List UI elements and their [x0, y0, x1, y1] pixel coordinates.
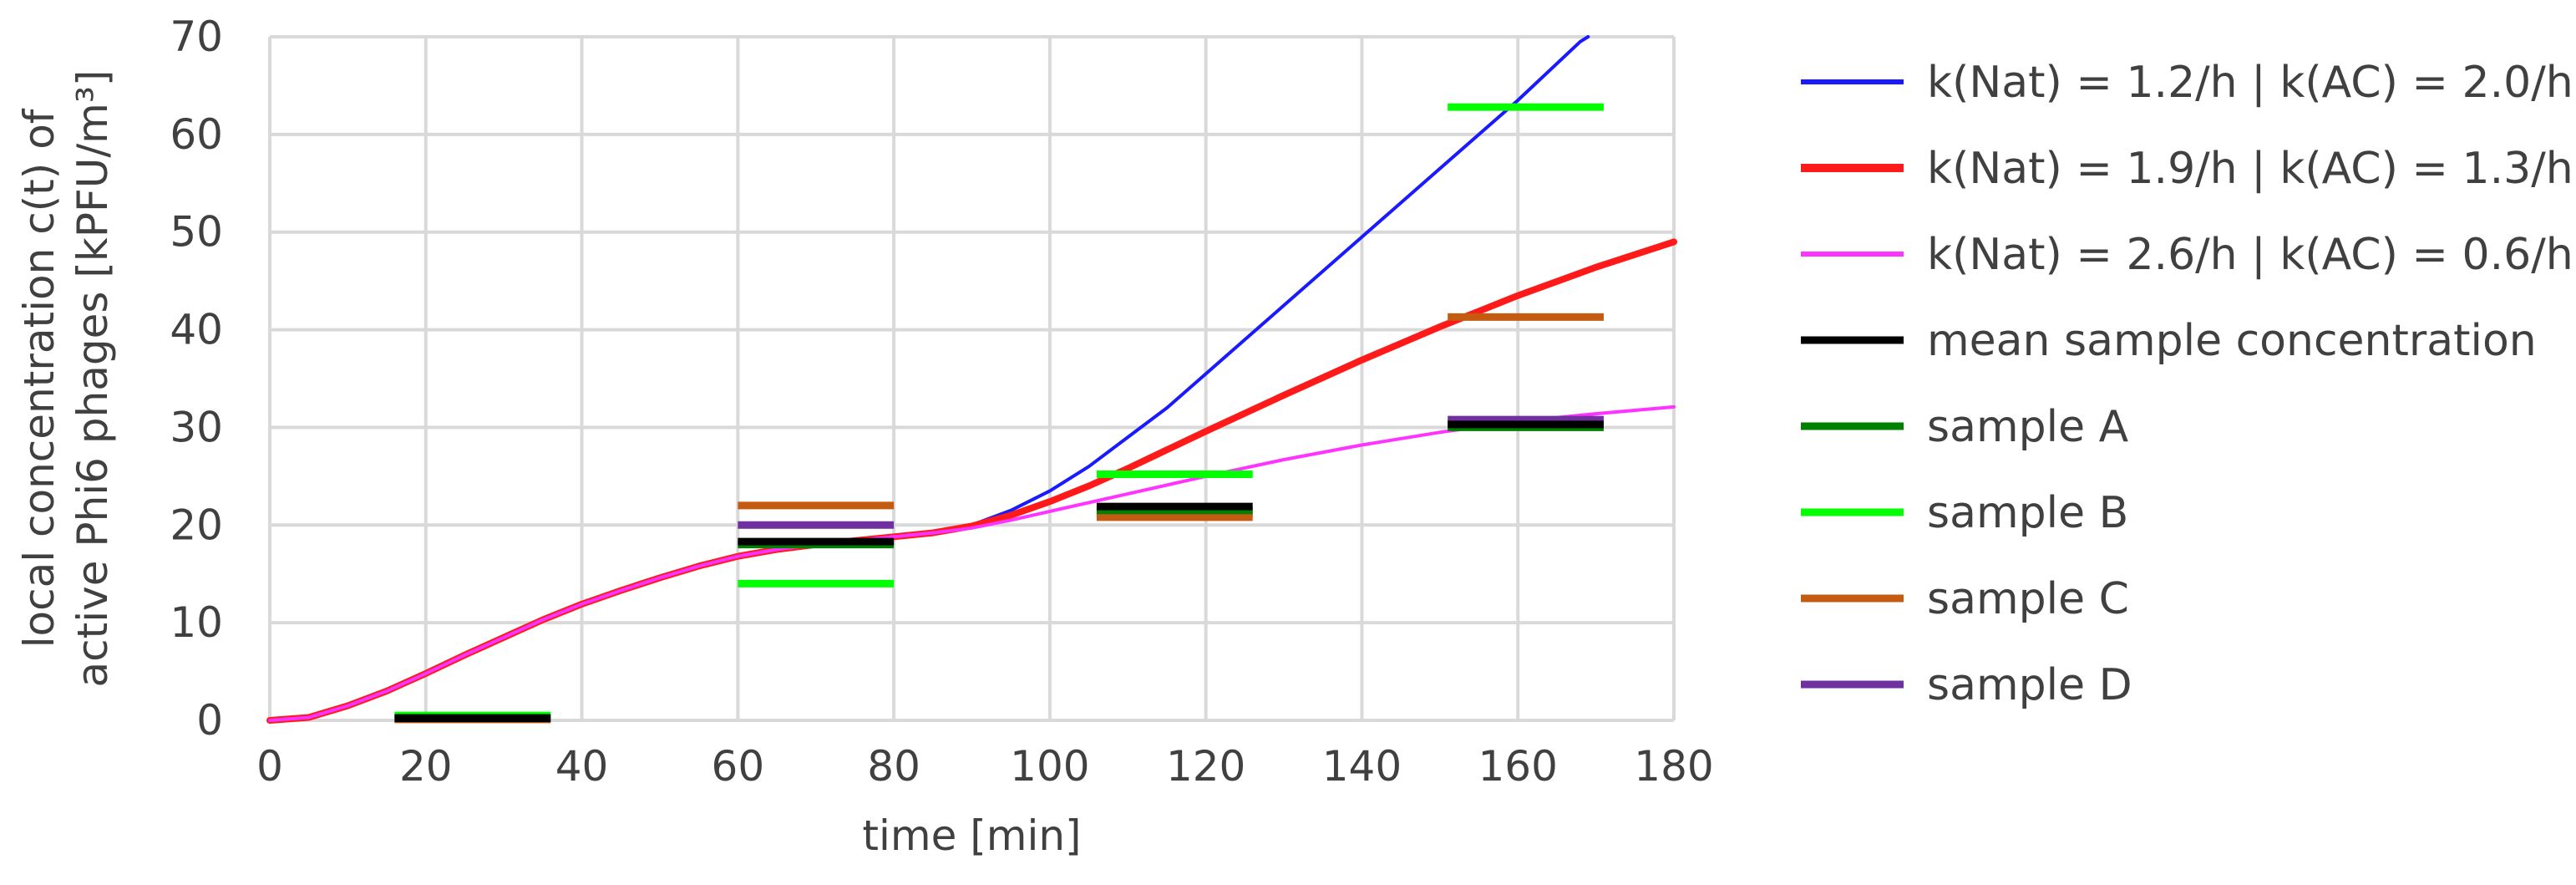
legend-label: k(Nat) = 1.2/h | k(AC) = 2.0/h — [1927, 58, 2573, 108]
series-line — [268, 35, 1590, 722]
legend-label: mean sample concentration — [1927, 316, 2537, 366]
legend-label: sample D — [1927, 660, 2132, 710]
legend-label: k(Nat) = 2.6/h | k(AC) = 0.6/h — [1927, 230, 2573, 280]
x-tick-label: 60 — [712, 742, 765, 791]
x-tick-label: 20 — [399, 742, 453, 791]
y-tick-label: 60 — [170, 110, 223, 159]
grid — [268, 35, 1676, 722]
x-tick-label: 0 — [256, 742, 283, 791]
y-tick-label: 40 — [170, 306, 223, 354]
y-tick-label: 50 — [170, 208, 223, 257]
y-tick-label: 70 — [170, 13, 223, 61]
y-axis-title: local concentration c(t) of active Phi6 … — [15, 70, 117, 688]
plot-area — [266, 35, 1677, 724]
x-tick-label: 140 — [1322, 742, 1402, 791]
legend-label: k(Nat) = 1.9/h | k(AC) = 1.3/h — [1927, 144, 2573, 194]
x-tick-label: 80 — [867, 742, 920, 791]
y-axis-title-line-1: local concentration c(t) of — [15, 108, 63, 648]
y-tick-label: 20 — [170, 501, 223, 549]
series-line — [268, 404, 1676, 722]
axis-ticks: 0 20 40 60 80 100 120 140 160 180 0 10 20 30 40 50 60 70 — [170, 13, 1713, 791]
x-tick-label: 180 — [1634, 742, 1713, 791]
x-tick-label: 160 — [1478, 742, 1558, 791]
legend-label: sample A — [1927, 402, 2129, 452]
y-tick-label: 30 — [170, 403, 223, 451]
x-tick-label: 120 — [1166, 742, 1245, 791]
y-tick-label: 10 — [170, 598, 223, 647]
x-axis-title: time [min] — [862, 811, 1081, 860]
legend-label: sample B — [1927, 488, 2128, 538]
x-tick-label: 100 — [1010, 742, 1089, 791]
y-tick-label: 0 — [196, 696, 223, 745]
legend-label: sample C — [1927, 574, 2129, 624]
x-tick-label: 40 — [555, 742, 609, 791]
y-axis-title-line-2: active Phi6 phages [kPFU/m³] — [68, 70, 117, 688]
legend: k(Nat) = 1.2/h | k(AC) = 2.0/h k(Nat) = 1… — [1801, 58, 2573, 710]
